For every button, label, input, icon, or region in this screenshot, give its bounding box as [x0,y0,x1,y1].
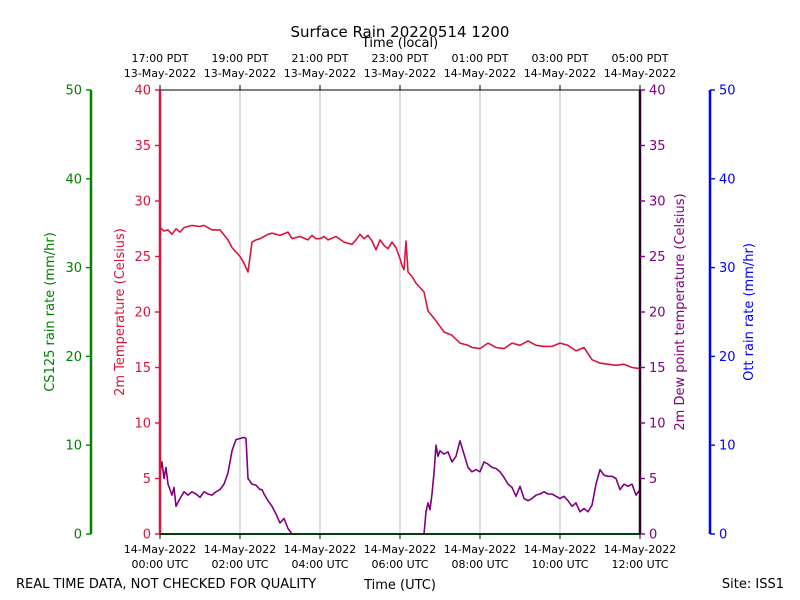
dewpoint-tick-label: 5 [649,472,657,487]
ott-tick-label: 50 [719,84,736,99]
cs125-tick-label: 30 [65,261,82,276]
top-tick-date: 13-May-2022 [284,67,356,80]
axes-layer [86,85,715,539]
temperature-tick-label: 25 [134,250,151,265]
dewpoint-tick-label: 25 [649,250,666,265]
top-axis-label: Time (local) [361,36,438,51]
bottom-tick-date: 14-May-2022 [204,543,276,556]
vertical-gridlines [239,90,561,534]
temperature-tick-label: 10 [134,417,151,432]
top-tick-time: 03:00 PDT [531,52,588,65]
top-tick-date: 14-May-2022 [604,67,676,80]
bottom-tick-date: 14-May-2022 [124,543,196,556]
top-tick-date: 14-May-2022 [444,67,516,80]
temperature-tick-label: 15 [134,361,151,376]
ott-tick-label: 0 [719,528,727,543]
temperature-tick-label: 35 [134,139,151,154]
bottom-tick-time: 10:00 UTC [531,558,588,571]
ott-tick-label: 10 [719,439,736,454]
temperature-tick-label: 0 [143,528,151,543]
bottom-tick-time: 02:00 UTC [211,558,268,571]
dewpoint-axis-label: 2m Dew point temperature (Celsius) [673,193,688,430]
cs125-axis-label: CS125 rain rate (mm/hr) [43,232,58,392]
bottom-tick-time: 08:00 UTC [451,558,508,571]
temperature-tick-label: 40 [134,84,151,99]
top-tick-time: 05:00 PDT [611,52,668,65]
2m-dew-point-temperature-line [159,436,308,535]
bottom-tick-date: 14-May-2022 [444,543,516,556]
2m-temperature-line [159,224,641,370]
temperature-tick-label: 20 [134,306,151,321]
dewpoint-tick-label: 35 [649,139,666,154]
bottom-tick-time: 00:00 UTC [131,558,188,571]
top-tick-time: 23:00 PDT [371,52,428,65]
bottom-tick-date: 14-May-2022 [364,543,436,556]
2m-dew-point-temperature-line [423,439,641,535]
ott-tick-label: 40 [719,172,736,187]
temperature-axis-label: 2m Temperature (Celsius) [113,228,128,396]
temperature-tick-label: 5 [143,472,151,487]
top-tick-time: 19:00 PDT [211,52,268,65]
cs125-tick-label: 20 [65,350,82,365]
ott-axis-label: Ott rain rate (mm/hr) [742,243,757,381]
bottom-tick-time: 12:00 UTC [611,558,668,571]
dewpoint-tick-label: 30 [649,195,666,210]
dewpoint-tick-label: 10 [649,417,666,432]
dewpoint-tick-label: 0 [649,528,657,543]
temperature-tick-label: 30 [134,195,151,210]
cs125-tick-label: 10 [65,439,82,454]
ott-tick-label: 30 [719,261,736,276]
chart-title: Surface Rain 20220514 1200 [291,23,510,41]
top-tick-date: 13-May-2022 [124,67,196,80]
top-tick-time: 21:00 PDT [291,52,348,65]
cs125-tick-label: 0 [74,528,82,543]
cs125-tick-label: 50 [65,84,82,99]
top-tick-date: 14-May-2022 [524,67,596,80]
top-tick-time: 17:00 PDT [131,52,188,65]
top-tick-date: 13-May-2022 [204,67,276,80]
top-tick-date: 13-May-2022 [364,67,436,80]
dewpoint-tick-label: 15 [649,361,666,376]
x-axis-label: Time (UTC) [363,578,436,593]
bottom-tick-time: 04:00 UTC [291,558,348,571]
footer-quality-note: REAL TIME DATA, NOT CHECKED FOR QUALITY [16,577,316,592]
cs125-tick-label: 40 [65,172,82,187]
bottom-tick-time: 06:00 UTC [371,558,428,571]
bottom-tick-date: 14-May-2022 [284,543,356,556]
ott-tick-label: 20 [719,350,736,365]
bottom-tick-date: 14-May-2022 [604,543,676,556]
footer-site-label: Site: ISS1 [722,577,784,592]
top-tick-time: 01:00 PDT [451,52,508,65]
dewpoint-tick-label: 20 [649,306,666,321]
tick-labels-layer: 0 10 20 30 40 50 0 5 10 15 20 25 30 35 40 0 5 10 15 20 25 30 3… [65,52,735,571]
dewpoint-tick-label: 40 [649,84,666,99]
bottom-tick-date: 14-May-2022 [524,543,596,556]
